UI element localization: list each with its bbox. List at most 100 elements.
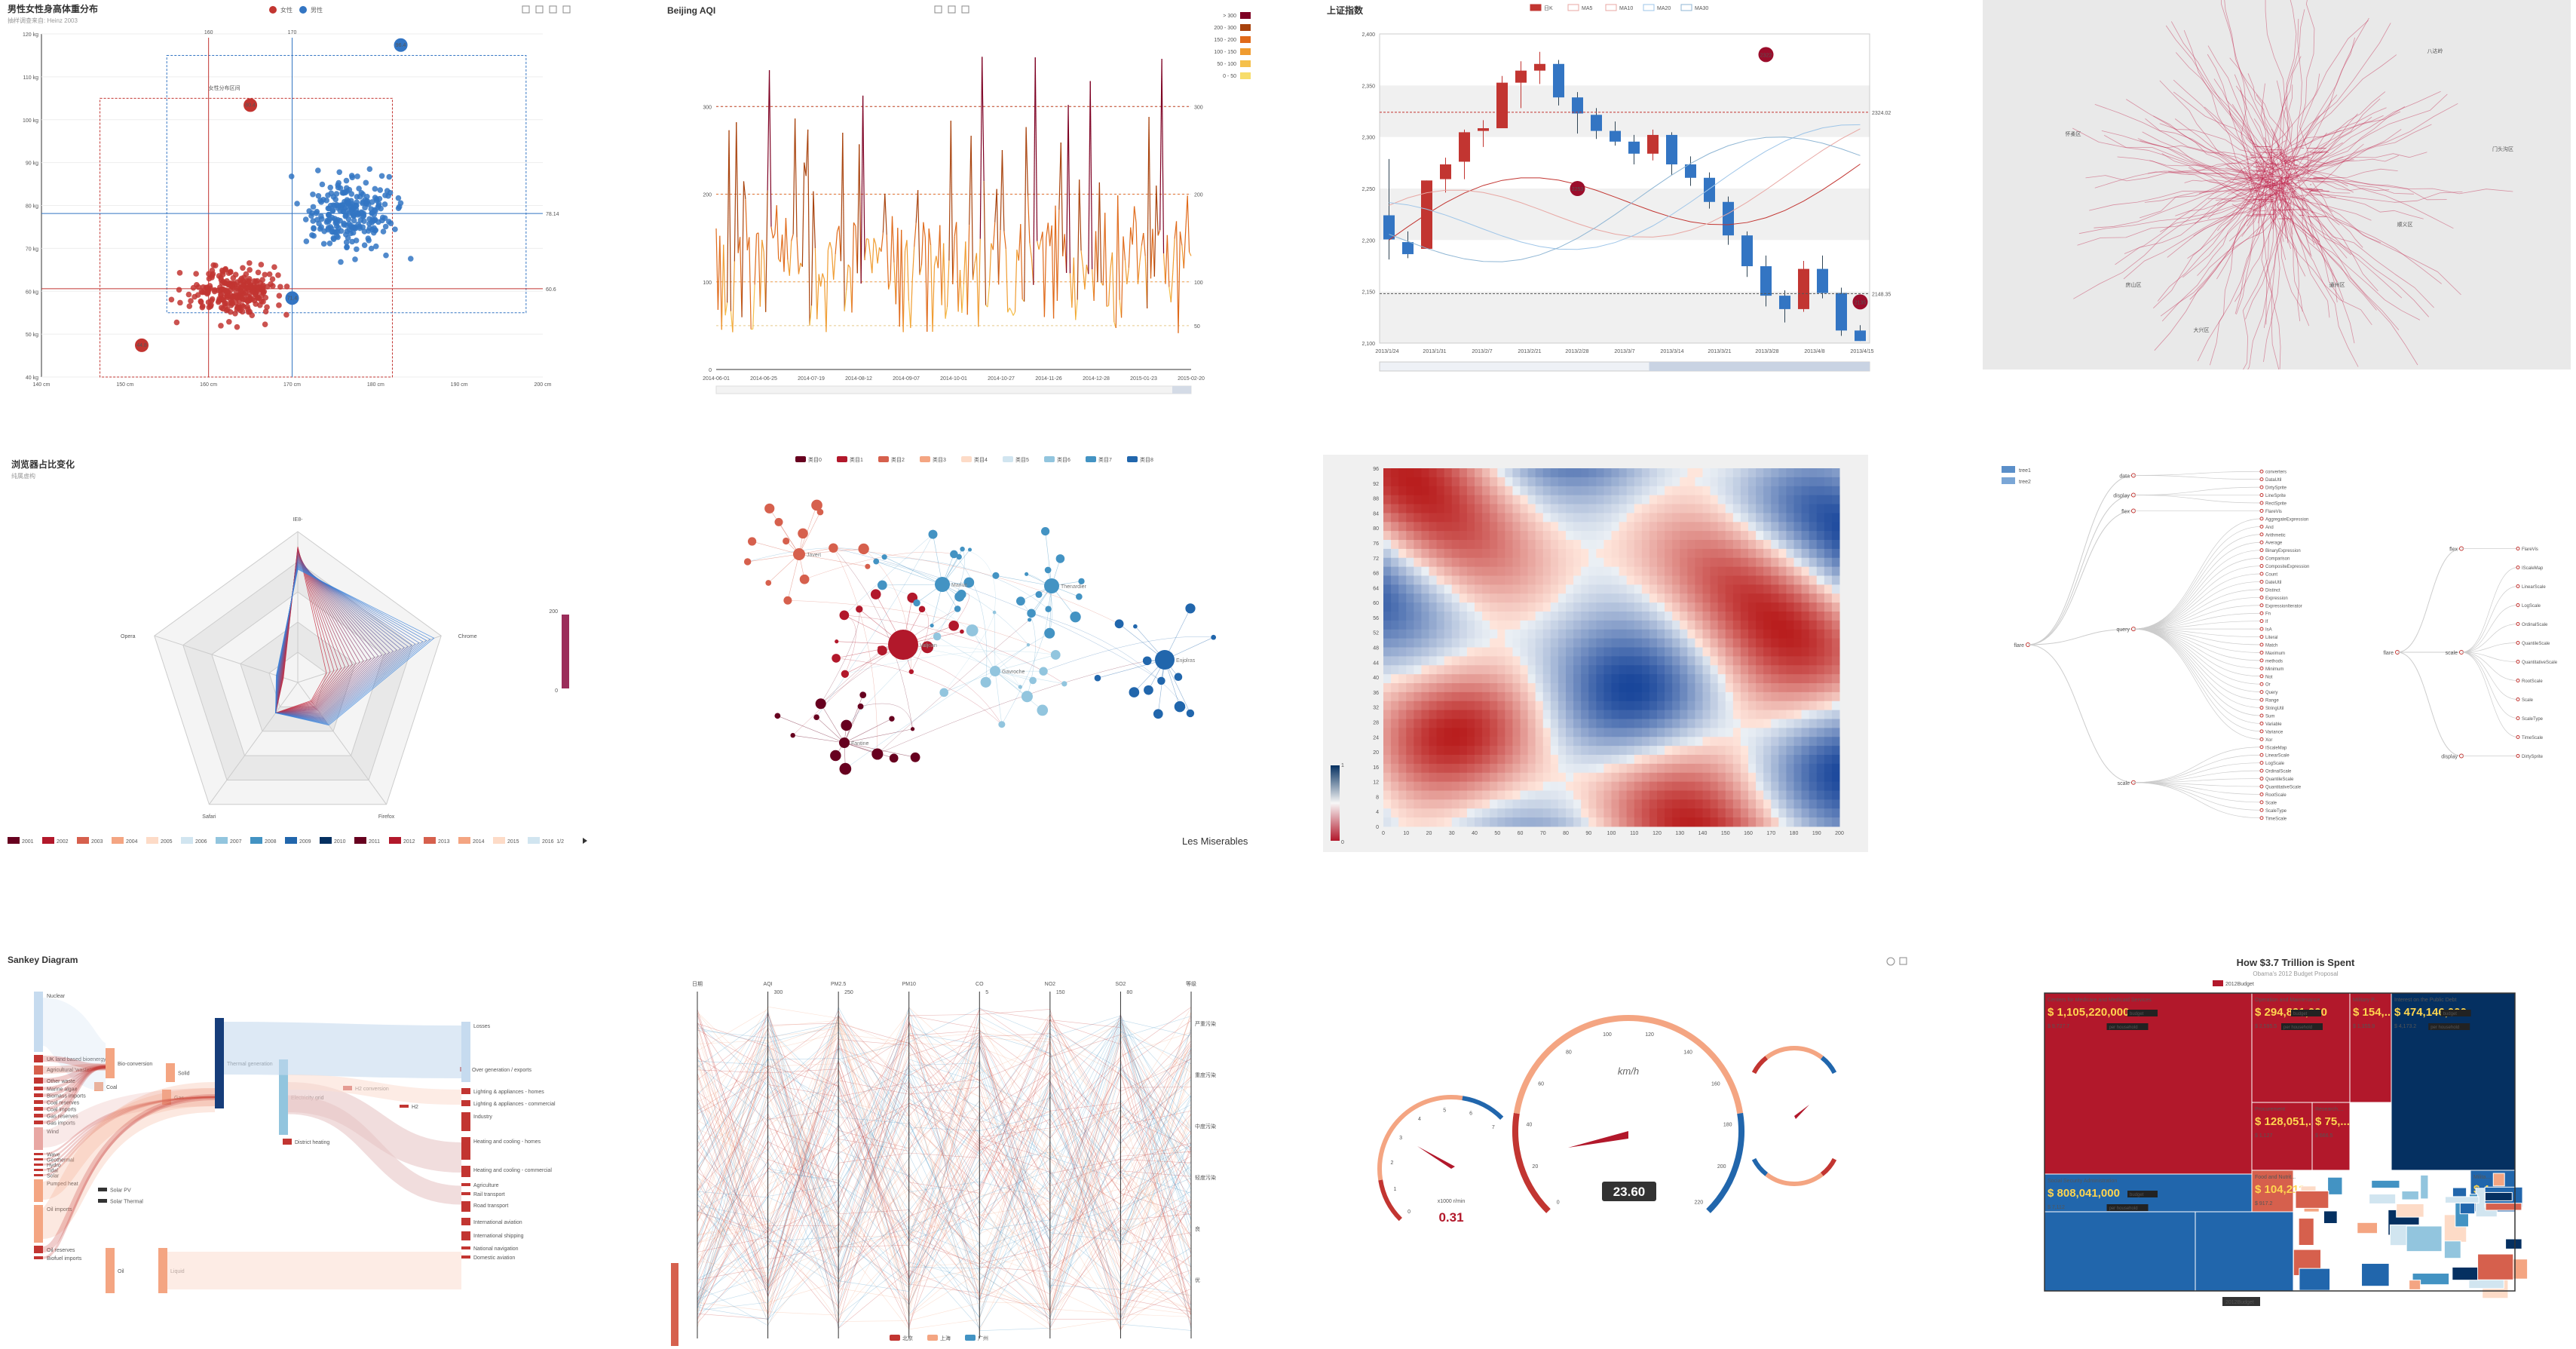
graph-node[interactable] xyxy=(835,639,839,644)
male-point[interactable] xyxy=(311,233,317,239)
male-point[interactable] xyxy=(360,199,366,205)
next-page-icon[interactable] xyxy=(583,838,587,844)
male-point[interactable] xyxy=(348,224,354,231)
male-point[interactable] xyxy=(356,185,362,192)
visualmap-swatch[interactable] xyxy=(1240,36,1251,43)
female-point[interactable] xyxy=(257,302,263,308)
sankey-node[interactable] xyxy=(283,1139,292,1145)
tree-leaf[interactable] xyxy=(2516,547,2520,550)
treemap-cell[interactable] xyxy=(2299,1268,2331,1291)
graph-node[interactable] xyxy=(889,753,899,763)
graph-node[interactable] xyxy=(813,714,819,721)
graph-node[interactable] xyxy=(764,503,775,514)
tree-leaf[interactable] xyxy=(2259,768,2264,773)
sankey-node[interactable] xyxy=(34,1174,43,1176)
tree-leaf[interactable] xyxy=(2259,658,2264,663)
graph-node[interactable] xyxy=(832,654,841,663)
graph-node[interactable] xyxy=(865,563,871,569)
kline-legend[interactable]: 日K MA5 MA10 MA20 MA30 xyxy=(1530,4,1708,11)
graph-node[interactable] xyxy=(1061,681,1067,687)
legend-swatch[interactable] xyxy=(424,837,436,844)
graph-node[interactable] xyxy=(918,606,926,613)
tree-leaf[interactable] xyxy=(2259,729,2264,734)
graph-node[interactable] xyxy=(1129,687,1140,697)
treemap-cell[interactable] xyxy=(2391,992,2516,1171)
graph-node[interactable] xyxy=(747,537,757,546)
legend-swatch[interactable] xyxy=(2002,466,2015,473)
graph-node[interactable] xyxy=(998,721,1006,728)
tree-leaf[interactable] xyxy=(2516,697,2520,701)
female-point[interactable] xyxy=(258,262,265,268)
male-point[interactable] xyxy=(349,174,356,181)
clear-icon[interactable] xyxy=(562,5,571,14)
graph-hub-node[interactable] xyxy=(1044,578,1059,593)
tree-leaf[interactable] xyxy=(2259,508,2264,513)
female-point[interactable] xyxy=(245,309,252,315)
legend-swatch[interactable] xyxy=(795,456,806,462)
graph-node[interactable] xyxy=(910,727,915,731)
legend-swatch[interactable] xyxy=(1127,456,1138,462)
male-point[interactable] xyxy=(372,185,378,192)
graph-node[interactable] xyxy=(1078,578,1085,585)
graph-node[interactable] xyxy=(1027,609,1036,618)
graph-node[interactable] xyxy=(966,624,979,636)
graph-node[interactable] xyxy=(829,543,838,553)
sankey-node[interactable] xyxy=(461,1231,470,1240)
tree-leaf[interactable] xyxy=(2259,532,2264,537)
female-point[interactable] xyxy=(255,269,262,276)
restore-icon[interactable] xyxy=(948,5,956,14)
female-point[interactable] xyxy=(276,302,282,308)
female-point[interactable] xyxy=(271,264,277,271)
female-point[interactable] xyxy=(232,271,239,277)
tree-leaf[interactable] xyxy=(2259,469,2264,474)
graph-node[interactable] xyxy=(858,543,869,555)
male-point[interactable] xyxy=(375,219,381,225)
graph-node[interactable] xyxy=(1185,603,1196,614)
graph-node[interactable] xyxy=(960,629,964,634)
treemap-cell[interactable] xyxy=(2484,1191,2513,1201)
female-point[interactable] xyxy=(277,284,283,290)
female-point[interactable] xyxy=(283,284,290,290)
graph-node[interactable] xyxy=(841,719,853,731)
legend-swatch[interactable] xyxy=(8,837,20,844)
sankey-node[interactable] xyxy=(34,1078,43,1084)
female-point[interactable] xyxy=(200,284,207,290)
male-point[interactable] xyxy=(341,189,348,195)
candle[interactable] xyxy=(1817,268,1828,293)
tree-leaf[interactable] xyxy=(2516,660,2520,664)
candle[interactable] xyxy=(1459,132,1470,162)
graph-hub-node[interactable] xyxy=(888,630,918,660)
male-point[interactable] xyxy=(333,223,340,229)
female-point[interactable] xyxy=(176,287,182,293)
radar-series[interactable] xyxy=(275,569,435,726)
treemap-cell[interactable] xyxy=(2361,1263,2390,1287)
male-point[interactable] xyxy=(381,201,388,207)
tree-leaf[interactable] xyxy=(2259,808,2264,812)
female-point[interactable] xyxy=(228,269,234,275)
sankey-node[interactable] xyxy=(106,1048,115,1078)
gauge-toolbox[interactable] xyxy=(1886,957,1907,966)
tree-leaf[interactable] xyxy=(2516,603,2520,607)
datazoom-handle[interactable] xyxy=(1172,386,1191,394)
candle[interactable] xyxy=(1647,134,1659,154)
graph-node[interactable] xyxy=(928,529,938,539)
tree-leaf[interactable] xyxy=(2259,753,2264,757)
candle[interactable] xyxy=(1572,97,1583,114)
graph-node[interactable] xyxy=(968,547,973,552)
male-point[interactable] xyxy=(351,217,357,224)
graph-node[interactable] xyxy=(1070,611,1081,623)
treemap-cell[interactable] xyxy=(2295,1190,2329,1209)
treemap-cell[interactable] xyxy=(2485,1203,2522,1211)
tree-leaf[interactable] xyxy=(2259,564,2264,569)
male-point[interactable] xyxy=(370,218,376,224)
female-point[interactable] xyxy=(206,304,213,311)
treemap-cell[interactable] xyxy=(2505,1238,2522,1249)
tree-leaf[interactable] xyxy=(2259,674,2264,679)
tree-leaf[interactable] xyxy=(2259,713,2264,718)
sankey-node[interactable] xyxy=(158,1248,167,1293)
male-point[interactable] xyxy=(327,184,334,191)
male-point[interactable] xyxy=(343,177,350,184)
graph-node[interactable] xyxy=(816,508,824,516)
graph-node[interactable] xyxy=(1044,566,1052,574)
legend-swatch[interactable] xyxy=(389,837,401,844)
